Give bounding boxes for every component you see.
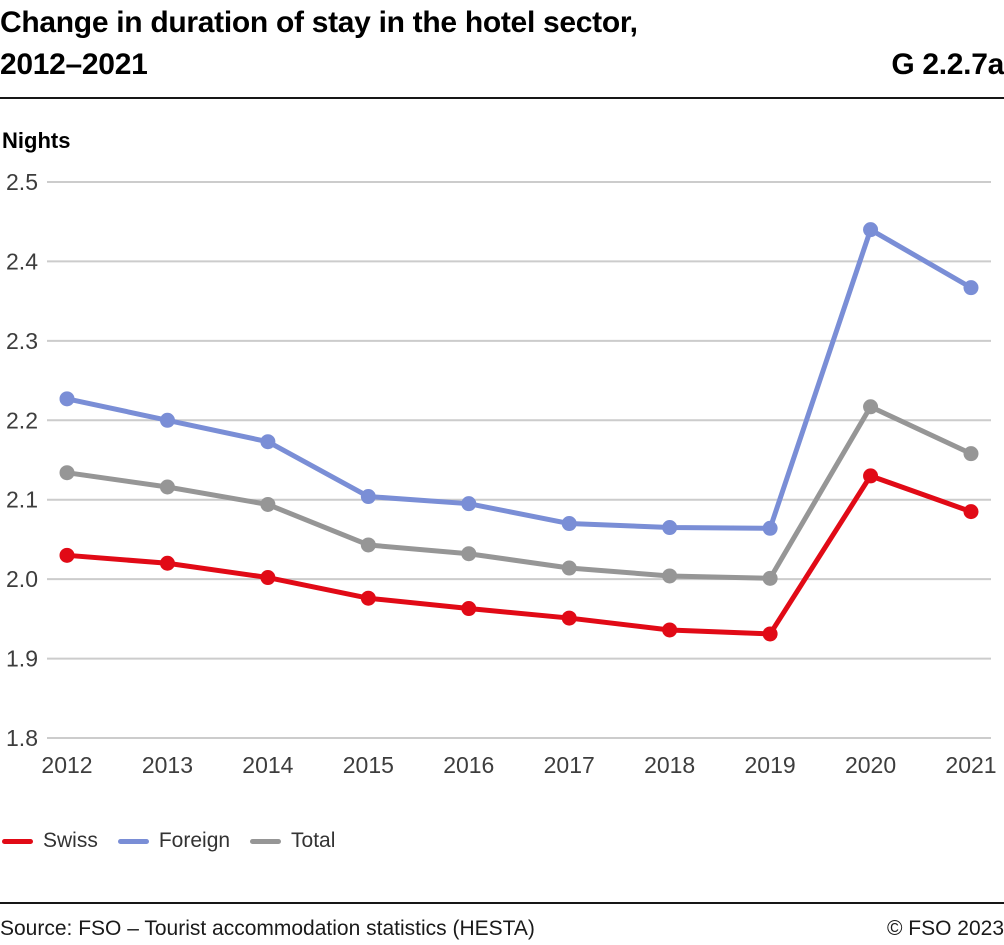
data-point-swiss-2017 <box>561 610 577 626</box>
chart-title-line1: Change in duration of stay in the hotel … <box>0 6 638 39</box>
series-line-total <box>64 404 974 581</box>
x-tick-label: 2015 <box>343 752 394 778</box>
data-point-total-2013 <box>159 479 175 495</box>
series-line-swiss <box>64 473 974 637</box>
data-point-total-2020 <box>863 399 879 415</box>
data-point-total-2021 <box>963 446 979 462</box>
data-point-foreign-2017 <box>561 516 577 532</box>
data-point-foreign-2018 <box>662 520 678 536</box>
legend-label-total: Total <box>291 829 336 852</box>
data-point-swiss-2014 <box>260 570 276 586</box>
chart-header: Change in duration of stay in the hotel … <box>0 2 1004 86</box>
y-axis-unit-label: Nights <box>2 128 71 153</box>
y-tick-label: 2.4 <box>6 248 38 274</box>
data-point-total-2018 <box>662 568 678 584</box>
y-tick-label: 2.5 <box>6 169 38 195</box>
legend-swatch-foreign <box>117 838 149 844</box>
data-point-foreign-2020 <box>863 222 879 238</box>
chart-title-line2: 2012–2021 <box>0 48 148 81</box>
x-tick-label: 2013 <box>142 752 193 778</box>
y-tick-label: 2.3 <box>6 328 38 354</box>
data-point-total-2014 <box>260 496 276 512</box>
x-tick-label: 2017 <box>544 752 595 778</box>
chart-title: Change in duration of stay in the hotel … <box>0 2 638 86</box>
data-point-foreign-2014 <box>260 434 276 450</box>
data-point-swiss-2021 <box>963 504 979 520</box>
data-point-swiss-2016 <box>461 601 477 617</box>
data-point-total-2012 <box>59 465 75 481</box>
header-divider <box>0 97 1004 99</box>
line-chart: 1.8 1.9 2.0 2.1 2.2 2.3 2.4 2.5 2012 2013 2014 2015… <box>6 169 997 778</box>
data-point-foreign-2013 <box>159 412 175 428</box>
data-point-swiss-2018 <box>662 622 678 638</box>
legend-item-foreign: Foreign <box>117 829 231 853</box>
y-tick-label: 2.2 <box>6 407 38 433</box>
data-point-total-2015 <box>360 537 376 553</box>
x-tick-label: 2016 <box>443 752 494 778</box>
legend-swatch-swiss <box>2 838 33 844</box>
x-tick-label: 2020 <box>845 752 896 778</box>
chart-footer: Source: FSO – Tourist accommodation stat… <box>0 916 1004 942</box>
series-line-foreign <box>64 227 974 531</box>
figure-code: G 2.2.7a <box>891 48 1004 81</box>
y-tick-label: 1.8 <box>6 725 38 751</box>
legend-label-foreign: Foreign <box>158 829 231 852</box>
x-tick-label: 2019 <box>745 752 796 778</box>
x-tick-label: 2012 <box>41 752 92 778</box>
legend-swatch-total <box>250 838 282 844</box>
data-point-total-2016 <box>461 546 477 562</box>
data-point-total-2017 <box>561 560 577 576</box>
x-tick-label: 2014 <box>242 752 293 778</box>
x-tick-label: 2021 <box>945 752 996 778</box>
data-point-foreign-2016 <box>461 496 477 512</box>
x-tick-label: 2018 <box>644 752 695 778</box>
data-point-foreign-2021 <box>963 280 979 296</box>
data-point-foreign-2012 <box>59 391 75 407</box>
source-note: Source: FSO – Tourist accommodation stat… <box>0 917 535 940</box>
data-point-swiss-2012 <box>59 547 75 563</box>
data-point-foreign-2019 <box>762 520 778 536</box>
data-point-swiss-2015 <box>360 590 376 606</box>
legend-item-swiss: Swiss <box>2 829 98 853</box>
data-point-swiss-2019 <box>762 626 778 642</box>
footer-divider <box>0 902 1004 904</box>
data-point-total-2019 <box>762 570 778 586</box>
chart-legend: Swiss Foreign Total <box>2 829 355 853</box>
data-point-swiss-2013 <box>159 555 175 571</box>
legend-label-swiss: Swiss <box>43 829 98 852</box>
y-tick-label: 2.0 <box>6 566 38 592</box>
data-point-swiss-2020 <box>863 468 879 484</box>
copyright-note: © FSO 2023 <box>886 917 1004 940</box>
y-tick-label: 2.1 <box>6 487 38 513</box>
legend-item-total: Total <box>250 829 335 853</box>
data-point-foreign-2015 <box>360 489 376 505</box>
y-tick-label: 1.9 <box>6 646 38 672</box>
